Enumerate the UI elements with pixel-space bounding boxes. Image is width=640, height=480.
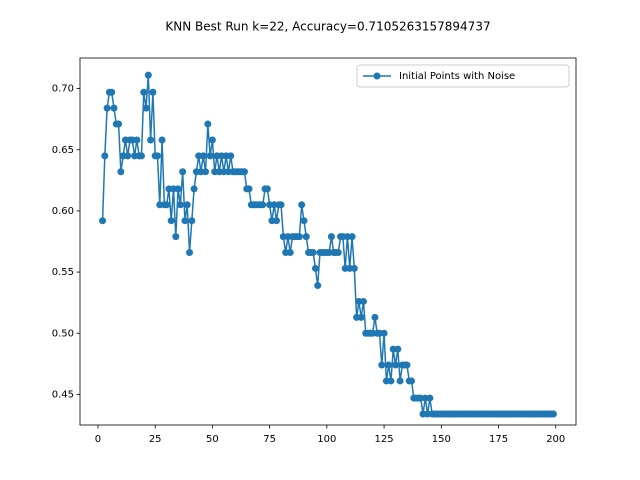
legend-marker	[373, 72, 381, 80]
marker	[142, 104, 150, 112]
marker	[124, 152, 132, 160]
x-tick-label: 100	[317, 434, 336, 445]
marker	[183, 201, 191, 209]
marker	[181, 217, 189, 225]
marker	[259, 201, 267, 209]
marker	[172, 233, 180, 241]
marker	[227, 152, 235, 160]
y-tick-label: 0.55	[52, 267, 74, 278]
y-tick-label: 0.60	[52, 206, 74, 217]
marker	[176, 201, 184, 209]
plot-frame	[79, 57, 577, 426]
x-tick-label: 175	[489, 434, 508, 445]
marker	[117, 168, 125, 176]
marker	[163, 201, 171, 209]
marker	[378, 361, 386, 369]
marker	[327, 233, 335, 241]
marker	[179, 168, 187, 176]
marker	[208, 136, 216, 144]
marker	[133, 136, 141, 144]
marker	[108, 88, 116, 96]
marker	[300, 217, 308, 225]
marker	[144, 71, 152, 79]
marker	[309, 249, 317, 257]
marker	[408, 377, 416, 385]
marker	[167, 217, 175, 225]
marker	[311, 264, 319, 272]
marker	[204, 120, 212, 128]
marker	[103, 104, 111, 112]
marker	[137, 152, 145, 160]
marker	[295, 233, 303, 241]
marker	[101, 152, 109, 160]
marker	[263, 185, 271, 193]
marker	[158, 136, 166, 144]
marker	[286, 249, 294, 257]
marker	[115, 120, 123, 128]
marker	[147, 136, 155, 144]
marker	[140, 88, 148, 96]
x-tick-label: 150	[432, 434, 451, 445]
marker	[334, 249, 342, 257]
marker	[403, 361, 411, 369]
x-tick-label: 125	[375, 434, 394, 445]
marker	[385, 361, 393, 369]
marker	[392, 361, 400, 369]
x-tick-label: 50	[206, 434, 219, 445]
x-tick-label: 25	[149, 434, 162, 445]
marker	[298, 201, 306, 209]
legend: Initial Points with Noise	[356, 64, 570, 88]
marker	[199, 152, 207, 160]
marker	[206, 152, 214, 160]
marker	[359, 297, 367, 305]
x-tick-label: 200	[546, 434, 565, 445]
marker	[245, 185, 253, 193]
marker	[273, 217, 281, 225]
marker	[110, 104, 118, 112]
marker	[549, 410, 557, 418]
marker	[202, 168, 210, 176]
y-tick-label: 0.65	[52, 145, 74, 156]
legend-label: Initial Points with Noise	[399, 71, 515, 82]
y-tick-label: 0.70	[52, 84, 74, 95]
marker	[380, 329, 388, 337]
marker	[153, 152, 161, 160]
marker	[149, 88, 157, 96]
marker	[186, 249, 194, 257]
x-tick-label: 0	[95, 434, 101, 445]
legend-box	[356, 64, 570, 88]
marker	[396, 377, 404, 385]
x-tick-label: 75	[263, 434, 276, 445]
marker	[387, 377, 395, 385]
y-tick-label: 0.50	[52, 328, 74, 339]
chart-title: KNN Best Run k=22, Accuracy=0.7105263157…	[165, 20, 490, 34]
marker	[302, 233, 310, 241]
marker	[314, 282, 322, 290]
marker	[350, 264, 358, 272]
y-tick-label: 0.45	[52, 389, 74, 400]
marker	[426, 394, 434, 402]
marker	[371, 313, 379, 321]
marker	[190, 185, 198, 193]
marker	[188, 217, 196, 225]
marker	[174, 185, 182, 193]
marker	[357, 313, 365, 321]
marker	[240, 168, 248, 176]
marker	[99, 217, 107, 225]
marker	[394, 345, 402, 353]
marker	[348, 233, 356, 241]
marker	[277, 201, 285, 209]
